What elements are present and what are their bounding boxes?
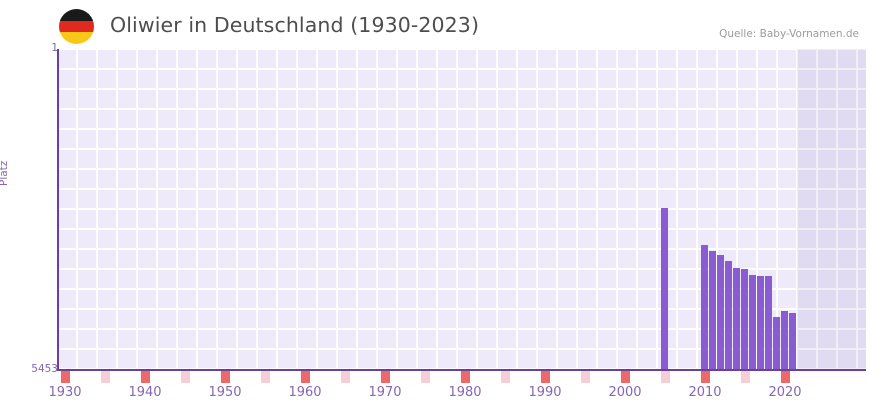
x-tick-minor	[261, 371, 270, 383]
x-tick-minor	[341, 371, 350, 383]
bar[interactable]	[725, 260, 732, 369]
bar[interactable]	[741, 268, 748, 369]
x-axis-tick-label: 1950	[208, 385, 242, 400]
x-axis-tick-label: 2010	[688, 385, 722, 400]
x-axis-tick-label: 1990	[528, 385, 562, 400]
x-axis-tick-label: 1960	[288, 385, 322, 400]
bar[interactable]	[789, 313, 796, 369]
flag-band-red	[59, 20, 94, 33]
bar[interactable]	[733, 267, 740, 369]
flag-band-black	[59, 9, 94, 21]
x-tick-minor	[181, 371, 190, 383]
y-axis-top-label: 1	[51, 42, 58, 54]
x-tick-minor	[101, 371, 110, 383]
bar[interactable]	[749, 274, 756, 369]
bar[interactable]	[781, 311, 788, 369]
bar[interactable]	[709, 250, 716, 369]
x-tick-minor	[501, 371, 510, 383]
x-tick-major	[61, 371, 70, 383]
forecast-shaded-region	[797, 49, 866, 369]
x-tick-major	[541, 371, 550, 383]
bar[interactable]	[773, 317, 780, 369]
bar[interactable]	[765, 275, 772, 369]
x-tick-minor	[421, 371, 430, 383]
germany-flag-circle-icon	[59, 9, 94, 44]
page-title: Oliwier in Deutschland (1930-2023)	[110, 13, 480, 37]
source-attribution: Quelle: Baby-Vornamen.de	[719, 28, 859, 40]
bar[interactable]	[661, 208, 668, 369]
x-tick-major	[621, 371, 630, 383]
bar[interactable]	[717, 254, 724, 369]
x-tick-minor	[581, 371, 590, 383]
x-tick-major	[781, 371, 790, 383]
x-tick-major	[221, 371, 230, 383]
x-axis-tick-label: 2000	[608, 385, 642, 400]
x-tick-major	[141, 371, 150, 383]
y-axis-title: Platz	[0, 160, 10, 186]
x-axis-tick-label: 2020	[768, 385, 802, 400]
x-tick-major	[301, 371, 310, 383]
y-axis-bottom-label: 5453	[31, 363, 58, 375]
x-tick-minor	[661, 371, 670, 383]
x-axis-tick-label: 1970	[368, 385, 402, 400]
x-axis-tick-label: 1980	[448, 385, 482, 400]
flag-band-gold	[59, 32, 94, 44]
plot-area	[57, 49, 866, 369]
x-tick-minor	[741, 371, 750, 383]
y-axis-line	[57, 49, 59, 370]
x-axis-tick-label: 1940	[128, 385, 162, 400]
x-tick-major	[381, 371, 390, 383]
x-axis-tick-label: 1930	[48, 385, 82, 400]
x-tick-major	[701, 371, 710, 383]
x-axis-line	[57, 369, 866, 371]
x-tick-major	[461, 371, 470, 383]
bar[interactable]	[757, 275, 764, 369]
bar[interactable]	[701, 244, 708, 369]
